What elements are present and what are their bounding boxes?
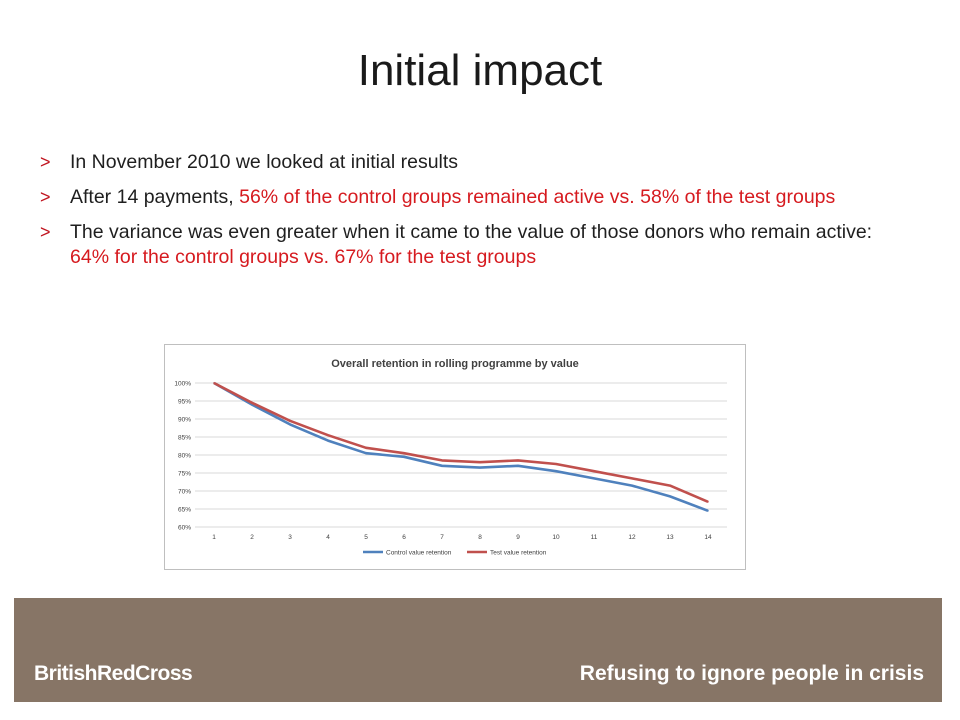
- y-tick-label: 90%: [178, 417, 191, 424]
- bullet-highlight-text: 64% for the control groups vs. 67% for t…: [70, 246, 537, 268]
- x-tick-label: 12: [628, 534, 636, 541]
- bullet-marker: >: [40, 222, 51, 242]
- data-point: [213, 382, 215, 384]
- data-point: [707, 510, 709, 512]
- y-tick-label: 80%: [178, 453, 191, 460]
- bullet-text: After 14 payments,: [70, 186, 240, 208]
- x-tick-label: 7: [440, 534, 444, 541]
- y-tick-label: 65%: [178, 507, 191, 514]
- data-point: [403, 452, 405, 454]
- bullet-text: The variance was even greater when it ca…: [70, 221, 873, 243]
- bullet-item: > The variance was even greater when it …: [40, 220, 910, 270]
- data-point: [631, 477, 633, 480]
- data-point: [669, 484, 671, 487]
- x-tick-label: 2: [250, 534, 254, 541]
- x-tick-label: 6: [402, 534, 406, 541]
- x-tick-label: 9: [516, 534, 520, 541]
- bullet-text: In November 2010 we looked at initial re…: [70, 151, 459, 173]
- x-tick-label: 5: [364, 534, 368, 541]
- data-point: [251, 402, 253, 404]
- data-point: [289, 420, 291, 422]
- brand-logo-text: BritishRedCross: [34, 662, 193, 685]
- data-point: [365, 452, 367, 454]
- x-tick-label: 4: [326, 534, 330, 541]
- bullet-item: > In November 2010 we looked at initial …: [40, 150, 910, 175]
- chart-canvas: Overall retention in rolling programme b…: [174, 358, 727, 557]
- x-tick-label: 14: [704, 534, 712, 541]
- data-point: [631, 484, 633, 487]
- data-point: [555, 470, 557, 472]
- data-point: [327, 434, 329, 436]
- bullet-marker: >: [40, 152, 51, 172]
- data-point: [517, 459, 519, 462]
- data-point: [593, 477, 595, 480]
- data-point: [289, 423, 291, 426]
- x-tick-label: 1: [212, 534, 216, 541]
- data-point: [327, 439, 329, 442]
- legend-label: Test value retention: [490, 550, 547, 557]
- x-tick-label: 11: [591, 534, 598, 541]
- x-tick-label: 8: [478, 534, 482, 541]
- bullet-list: > In November 2010 we looked at initial …: [40, 150, 910, 280]
- bullet-item: > After 14 payments, 56% of the control …: [40, 185, 910, 210]
- x-tick-label: 10: [552, 534, 560, 541]
- x-tick-label: 13: [666, 534, 674, 541]
- y-tick-label: 75%: [178, 471, 191, 478]
- bullet-marker: >: [40, 187, 51, 207]
- data-point: [517, 465, 519, 467]
- y-tick-label: 95%: [178, 399, 191, 406]
- data-point: [479, 461, 481, 463]
- y-tick-label: 70%: [178, 489, 191, 496]
- data-point: [479, 466, 481, 469]
- data-point: [555, 463, 557, 465]
- y-tick-label: 100%: [174, 381, 191, 388]
- data-point: [707, 501, 709, 503]
- footer-tagline: Refusing to ignore people in crisis: [579, 662, 924, 685]
- bullet-highlight-text: 56% of the control groups remained activ…: [239, 186, 836, 208]
- data-point: [403, 456, 405, 458]
- x-tick-label: 3: [288, 534, 292, 541]
- footer-bar: BritishRedCross Refusing to ignore peopl…: [14, 598, 942, 702]
- chart-title: Overall retention in rolling programme b…: [331, 358, 579, 370]
- data-point: [441, 459, 443, 462]
- legend-label: Control value retention: [386, 550, 452, 557]
- series-line: [213, 381, 709, 503]
- y-tick-label: 85%: [178, 435, 191, 442]
- data-point: [365, 447, 367, 449]
- data-point: [593, 470, 595, 472]
- data-point: [441, 465, 443, 467]
- retention-chart: Overall retention in rolling programme b…: [164, 344, 746, 570]
- series-line: [213, 381, 709, 513]
- y-tick-label: 60%: [178, 525, 191, 532]
- data-point: [669, 495, 671, 498]
- slide-title: Initial impact: [357, 46, 603, 95]
